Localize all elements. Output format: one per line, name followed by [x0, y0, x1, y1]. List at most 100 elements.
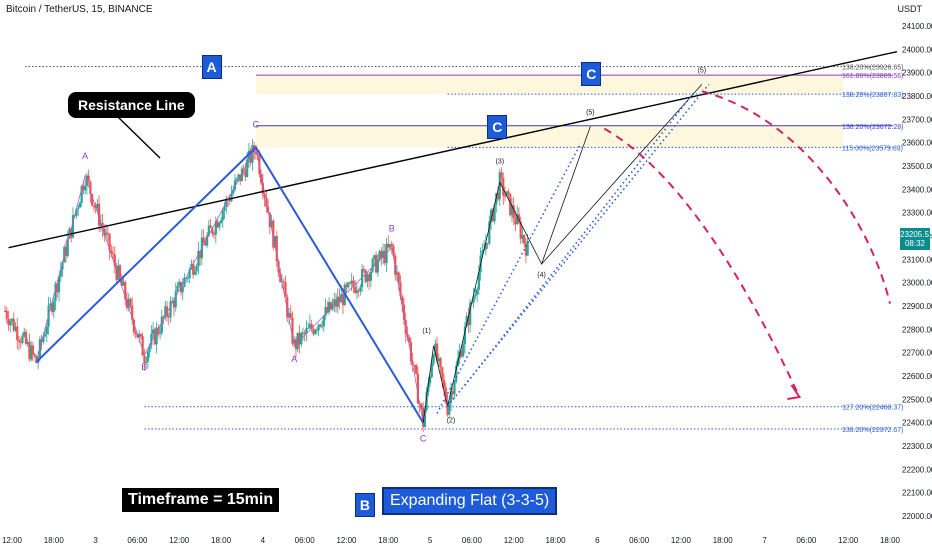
candle-body — [43, 334, 47, 337]
candle-body — [474, 294, 477, 296]
candle-body — [230, 193, 233, 202]
candle-body — [502, 177, 505, 196]
candle-body — [434, 343, 437, 356]
candle-body — [496, 193, 500, 200]
candle-body — [402, 304, 406, 321]
candle-body — [510, 205, 514, 216]
candle-body — [327, 302, 331, 313]
x-tick-label: 18:00 — [211, 536, 232, 545]
candle-body — [448, 402, 451, 415]
candle-body — [17, 340, 21, 342]
candle-body — [260, 173, 263, 183]
candle-body — [286, 297, 289, 318]
candle-body — [413, 364, 416, 366]
x-tick-label: 18:00 — [44, 536, 65, 545]
candle-body — [28, 342, 31, 360]
candle-body — [320, 326, 324, 328]
candle-body — [338, 296, 341, 303]
candle-body — [486, 242, 489, 244]
candle-body — [526, 241, 529, 256]
y-tick-label: 22100.00 — [902, 489, 932, 498]
candle-body — [101, 222, 104, 230]
wave-label: C — [420, 433, 427, 443]
candle-body — [78, 202, 82, 208]
candle-body — [209, 225, 212, 228]
candle-body — [122, 281, 125, 286]
chart-title: Bitcoin / TetherUS, 15, BINANCE — [6, 4, 153, 15]
wave-lines — [8, 50, 898, 424]
candle-body — [178, 281, 181, 286]
candle-body — [188, 269, 191, 278]
candle-body — [185, 277, 188, 279]
candle-body — [169, 301, 172, 318]
candle-body — [428, 376, 432, 384]
y-tick-label: 22700.00 — [902, 349, 932, 358]
candle-body — [233, 180, 237, 190]
candle-body — [132, 319, 136, 333]
candle-body — [415, 364, 418, 374]
wave-labels: A B C A B C (1) (2) (3) (4) (5) (5) — [82, 68, 706, 444]
candle-body — [364, 270, 367, 282]
candle-body — [465, 316, 468, 327]
candle-body — [99, 222, 102, 226]
y-tick-label: 23300.00 — [902, 209, 932, 218]
candle-body — [425, 391, 428, 411]
candle-body — [111, 253, 115, 255]
candle-body — [378, 251, 381, 261]
dotted-channel — [446, 83, 710, 407]
impulse-wave-c-extended — [541, 84, 703, 265]
candle-body — [106, 232, 109, 234]
candle-body — [24, 331, 28, 344]
candle-body — [30, 345, 33, 360]
x-tick-label: 12:00 — [169, 536, 190, 545]
wave-label: (5) — [586, 110, 595, 117]
candle-body — [279, 272, 282, 283]
fib-level-label: 115.00%(23579.89) — [842, 145, 903, 152]
candle-body — [61, 262, 64, 270]
candle-body — [172, 300, 176, 308]
impulse-wave-c — [422, 126, 591, 423]
candle-body — [232, 189, 235, 194]
candle-body — [289, 313, 292, 318]
y-axis: 22000.00 22100.00 22200.00 22300.00 22400.00… — [902, 22, 932, 521]
candle-body — [301, 332, 305, 334]
candle-body — [127, 298, 130, 308]
candle-body — [395, 272, 399, 275]
x-tick-label: 18:00 — [880, 536, 901, 545]
pattern-banner: Expanding Flat (3-3-5) — [382, 487, 558, 515]
candle-body — [82, 186, 85, 191]
fib-zones — [255, 75, 843, 148]
candle-body — [287, 313, 291, 318]
projection-arrowhead — [787, 384, 802, 400]
candle-body — [153, 329, 156, 345]
candle-body — [376, 260, 379, 273]
candle-body — [49, 303, 52, 306]
wave-label: A — [82, 151, 88, 161]
projection-path-1 — [603, 127, 801, 398]
x-axis: 12:00 18:00 3 06:00 12:00 18:00 4 06:00 12:00 18:… — [2, 536, 901, 545]
candle-body — [139, 334, 143, 337]
candle-body — [371, 259, 374, 272]
candle-body — [31, 345, 35, 355]
candle-body — [181, 286, 184, 293]
candle-body — [207, 225, 210, 236]
candle-body — [334, 299, 338, 307]
candle-body — [277, 261, 280, 273]
candle-body — [211, 227, 214, 234]
x-tick-label: 18:00 — [546, 536, 567, 545]
candle-body — [35, 355, 38, 364]
candle-body — [317, 324, 320, 330]
candle-body — [380, 251, 383, 258]
candle-body — [33, 354, 36, 356]
candle-body — [296, 332, 299, 350]
candle-body — [503, 195, 507, 197]
candle-body — [416, 373, 420, 404]
candle-body — [509, 193, 512, 216]
candle-body — [212, 233, 216, 235]
candle-body — [199, 250, 202, 259]
x-tick-label: 06:00 — [796, 536, 817, 545]
candle-body — [387, 243, 390, 248]
candle-body — [237, 174, 240, 179]
fib-levels: 138.20%(23926.65) 161.80%(23889.56) 138.20… — [25, 64, 904, 434]
